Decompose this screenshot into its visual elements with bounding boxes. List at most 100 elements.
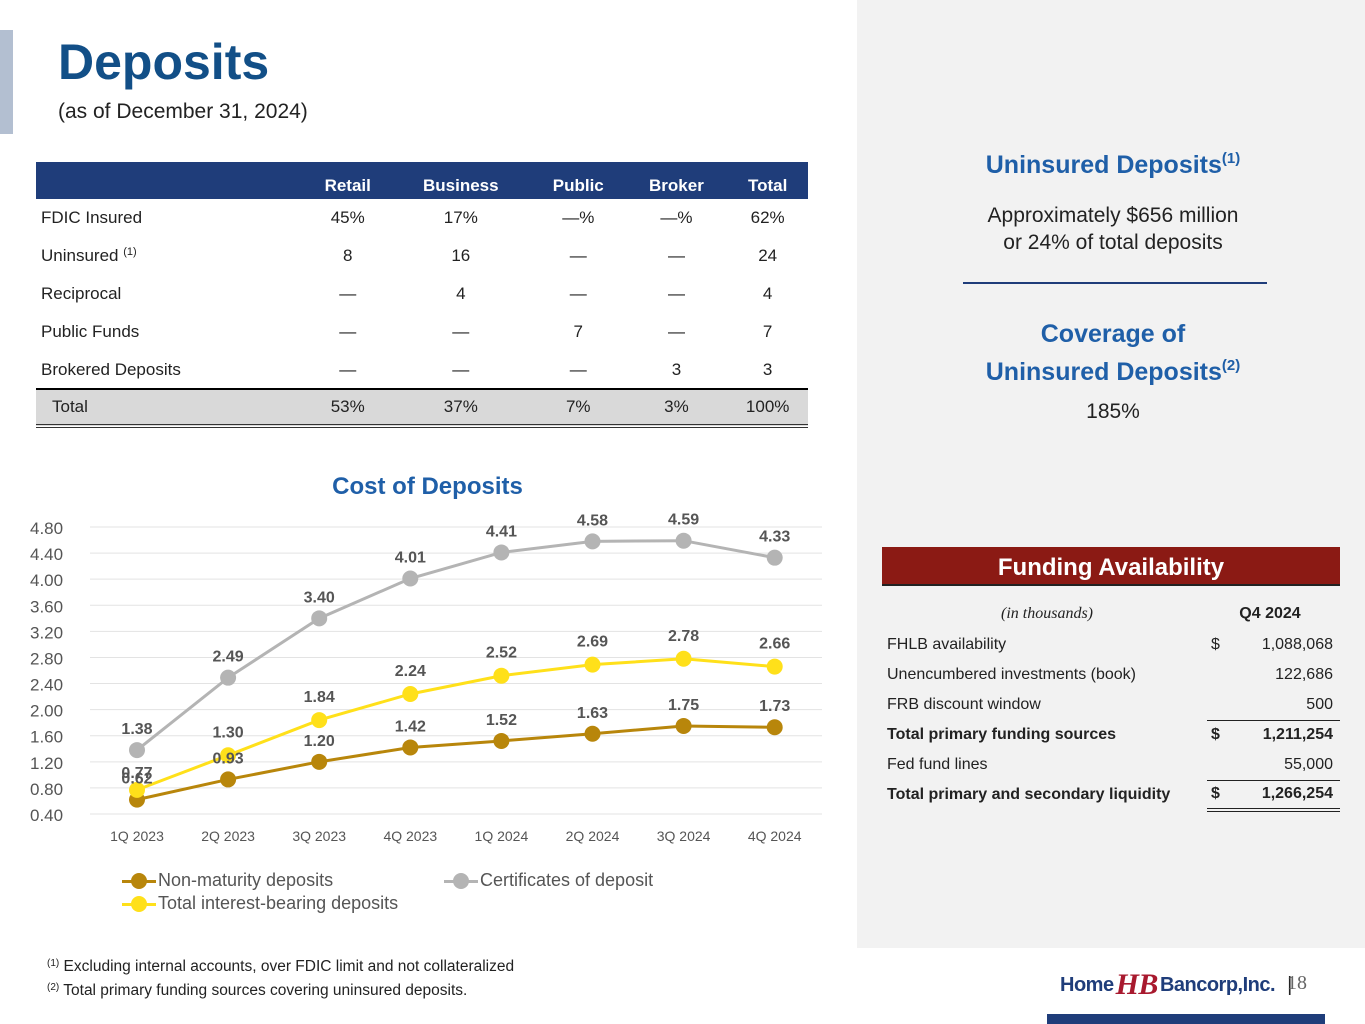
x-tick-label: 2Q 2023 — [201, 828, 255, 844]
legend-label: Total interest-bearing deposits — [158, 893, 399, 913]
data-point — [493, 667, 510, 684]
data-label: 1.73 — [759, 698, 790, 715]
funding-row: Total primary and secondary liquidity $1,… — [882, 779, 1340, 812]
data-point — [675, 532, 692, 549]
table-cell: — — [339, 359, 357, 379]
table-cell: —% — [562, 208, 595, 227]
table-cell: 3% — [625, 388, 728, 428]
funding-value: 122,686 — [1275, 666, 1333, 683]
row-label: Public Funds — [41, 322, 140, 341]
legend-swatch — [122, 872, 156, 890]
data-label: 4.41 — [486, 523, 517, 540]
data-point — [675, 650, 692, 667]
footnotes: (1) Excluding internal accounts, over FD… — [47, 953, 514, 1001]
data-point — [311, 753, 328, 770]
data-point — [493, 544, 510, 561]
table-cell: 53% — [304, 388, 391, 428]
y-tick-label: 4.80 — [30, 519, 63, 538]
uninsured-deposits-title: Uninsured Deposits(1) — [985, 150, 1241, 179]
data-point — [766, 658, 783, 675]
funding-table: (in thousands) Q4 2024 FHLB availability… — [882, 598, 1340, 812]
series-line — [136, 724, 775, 802]
period-label: Q4 2024 — [1239, 605, 1301, 622]
x-tick-label: 1Q 2024 — [475, 828, 529, 844]
data-label: 4.58 — [577, 512, 608, 529]
data-point — [584, 725, 601, 742]
coverage-title: Coverage of Uninsured Deposits(2) — [985, 320, 1241, 386]
data-label: 4.59 — [668, 512, 699, 529]
table-cell: 16 — [451, 246, 471, 265]
y-tick-label: 0.40 — [30, 806, 63, 825]
deposits-table-header: Retail Business Public Broker Total — [36, 162, 808, 199]
footer-separator: | — [1287, 973, 1292, 996]
funding-availability-header: Funding Availability — [882, 547, 1340, 586]
data-point — [766, 549, 783, 566]
series-line — [136, 657, 775, 792]
uninsured-deposits-text: Approximately $656 million or 24% of tot… — [987, 204, 1239, 254]
funding-row: FHLB availability $1,088,068 — [882, 630, 1340, 660]
data-point — [311, 610, 328, 627]
data-label: 1.30 — [213, 724, 244, 741]
funding-row: Total primary funding sources $1,211,254 — [882, 719, 1340, 750]
legend-item-certificates: Certificates of deposit — [444, 870, 653, 891]
table-cell: 62% — [750, 208, 785, 227]
legend-swatch — [444, 872, 478, 890]
table-cell: — — [452, 322, 470, 341]
y-tick-label: 3.20 — [30, 623, 63, 642]
table-cell: — — [339, 284, 357, 303]
column-header: Retail — [304, 162, 391, 199]
x-tick-label: 3Q 2023 — [292, 828, 346, 844]
data-label: 2.69 — [577, 634, 608, 651]
data-label: 1.75 — [668, 697, 699, 714]
table-cell: — — [667, 284, 685, 303]
series-line — [136, 539, 775, 752]
data-point — [402, 570, 419, 587]
table-cell: 7 — [573, 322, 583, 341]
currency-symbol: $ — [1211, 636, 1220, 653]
data-label: 1.20 — [304, 733, 335, 750]
table-cell: 17% — [443, 208, 478, 227]
data-point — [584, 656, 601, 673]
table-row: Uninsured (1) 8 16 — — 24 — [36, 237, 808, 275]
bottom-bar — [1047, 1014, 1325, 1024]
column-header: Public — [530, 162, 626, 199]
data-point — [311, 712, 328, 729]
table-cell: 100% — [727, 388, 808, 428]
table-cell: 37% — [390, 388, 531, 428]
table-cell: — — [667, 246, 685, 265]
y-tick-label: 4.00 — [30, 571, 63, 590]
funding-label: FHLB availability — [887, 636, 1007, 653]
row-label: Total — [36, 388, 305, 428]
page-title: Deposits — [58, 34, 270, 90]
page-number: 18 — [1287, 972, 1307, 994]
data-point — [675, 717, 692, 734]
total-row: Total 53% 37% 7% 3% 100% — [36, 388, 808, 428]
table-cell: 45% — [330, 208, 365, 227]
x-tick-label: 4Q 2023 — [383, 828, 437, 844]
table-cell: — — [569, 359, 587, 379]
data-label: 2.52 — [486, 645, 517, 662]
table-cell: — — [452, 359, 470, 379]
table-row: FDIC Insured 45% 17% —% —% 62% — [36, 199, 808, 237]
data-point — [220, 669, 237, 686]
company-logo: Home HB Bancorp,Inc. | — [1060, 968, 1292, 1001]
y-tick-label: 4.40 — [30, 545, 63, 564]
funding-value: 1,088,068 — [1261, 636, 1333, 653]
funding-label: Fed fund lines — [887, 756, 988, 773]
funding-table-header: (in thousands) Q4 2024 — [882, 598, 1340, 630]
data-label: 0.77 — [121, 765, 152, 782]
x-tick-label: 1Q 2023 — [110, 828, 164, 844]
data-label: 4.33 — [759, 529, 790, 546]
funding-value: 1,211,254 — [1235, 719, 1340, 750]
column-header: Broker — [625, 162, 728, 199]
funding-row: Fed fund lines 55,000 — [882, 750, 1340, 780]
legend-item-non-maturity: Non-maturity deposits — [122, 870, 333, 891]
page-subtitle: (as of December 31, 2024) — [58, 100, 308, 123]
data-label: 4.01 — [395, 550, 426, 567]
data-label: 0.93 — [213, 750, 244, 767]
data-label: 1.63 — [577, 705, 608, 722]
table-cell: 24 — [758, 246, 778, 265]
table-cell: — — [667, 322, 685, 341]
row-label: Brokered Deposits — [41, 359, 181, 379]
currency-symbol: $ — [1207, 779, 1235, 812]
